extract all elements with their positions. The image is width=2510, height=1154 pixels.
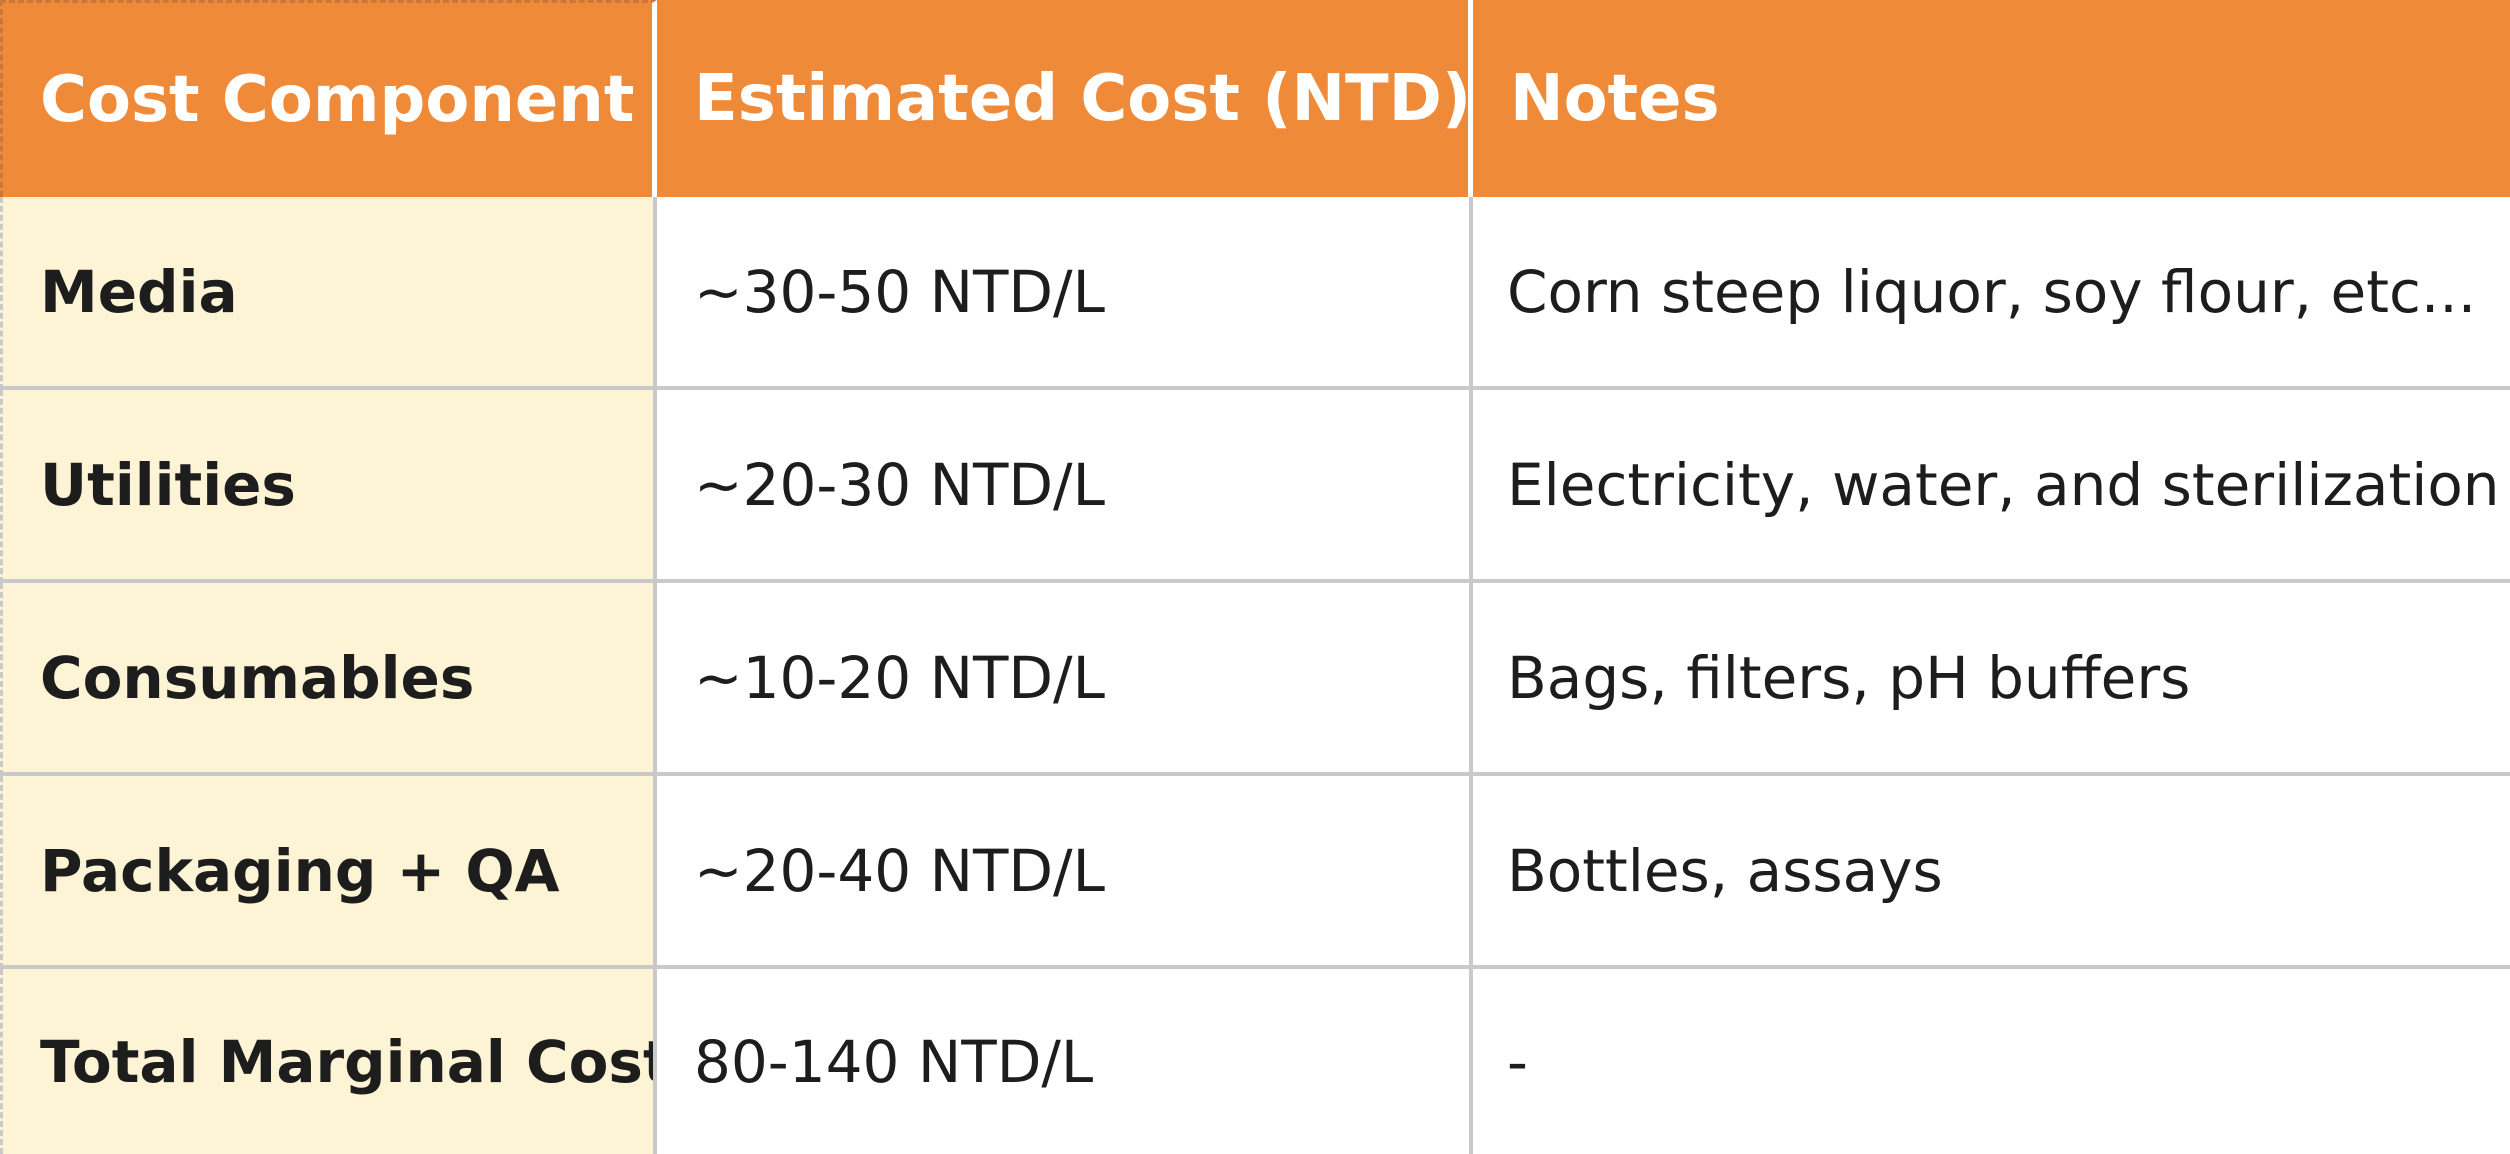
row-notes-consumables: Bags, filters, pH buffers <box>1473 583 2510 776</box>
row-notes-utilities: Electricity, water, and sterilization <box>1473 390 2510 583</box>
row-label-packaging-qa: Packaging + QA <box>0 776 657 969</box>
row-cost-consumables: ~10-20 NTD/L <box>657 583 1473 776</box>
header-cost-component: Cost Component <box>0 0 657 197</box>
header-estimated-cost: Estimated Cost (NTD) <box>657 0 1473 197</box>
row-label-utilities: Utilities <box>0 390 657 583</box>
row-notes-media: Corn steep liquor, soy flour, etc... <box>1473 197 2510 390</box>
row-notes-packaging-qa: Bottles, assays <box>1473 776 2510 969</box>
row-cost-packaging-qa: ~20-40 NTD/L <box>657 776 1473 969</box>
row-notes-total-marginal-cost: - <box>1473 969 2510 1154</box>
row-cost-total-marginal-cost: 80-140 NTD/L <box>657 969 1473 1154</box>
row-label-media: Media <box>0 197 657 390</box>
row-cost-media: ~30-50 NTD/L <box>657 197 1473 390</box>
row-cost-utilities: ~20-30 NTD/L <box>657 390 1473 583</box>
row-label-consumables: Consumables <box>0 583 657 776</box>
header-notes: Notes <box>1473 0 2510 197</box>
row-label-total-marginal-cost: Total Marginal Cost <box>0 969 657 1154</box>
